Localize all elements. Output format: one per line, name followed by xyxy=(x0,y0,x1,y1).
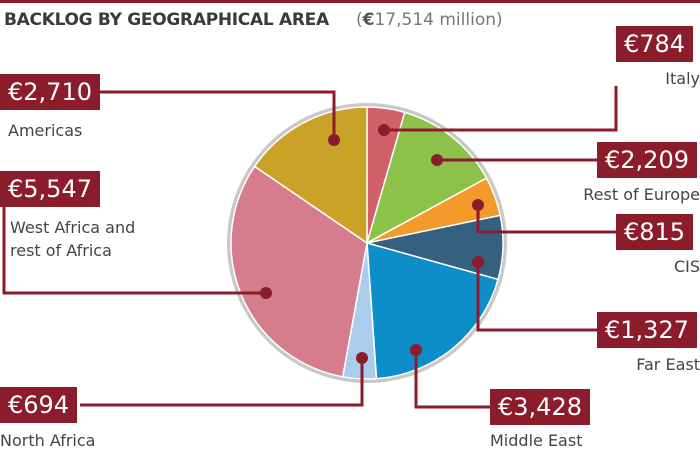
pie-slice-west-africa-and-rest-of-africa xyxy=(230,165,368,378)
leader-cis xyxy=(476,205,616,234)
leader-west-africa xyxy=(2,200,266,295)
chart-title: BACKLOG BY GEOGRAPHICAL AREA xyxy=(4,10,329,30)
subtitle-open-paren: ( xyxy=(356,10,363,30)
pie-slice-middle-east xyxy=(366,241,499,380)
value-label-italy: €784 xyxy=(616,26,694,62)
leader-italy xyxy=(384,86,618,132)
value-label-rest-of-europe: €2,209 xyxy=(597,142,697,178)
subtitle-close-paren: ) xyxy=(496,10,503,30)
value-label-americas: €2,710 xyxy=(0,74,100,110)
leader-middle-east xyxy=(414,350,490,409)
dot-italy xyxy=(378,124,390,136)
dot-americas xyxy=(328,134,340,146)
category-label-americas: Americas xyxy=(8,121,83,140)
subtitle-amount: 17,514 million xyxy=(374,10,496,30)
category-label-rest-of-europe: Rest of Europe xyxy=(583,185,700,204)
value-label-north-africa: €694 xyxy=(0,387,78,423)
pie-slices xyxy=(227,103,507,383)
category-label-cis: CIS xyxy=(673,257,700,276)
dot-far-east xyxy=(472,256,484,268)
dot-middle-east xyxy=(410,344,422,356)
value-label-west-africa: €5,547 xyxy=(0,171,100,207)
value-label-cis: €815 xyxy=(616,214,694,250)
dot-north-africa xyxy=(356,352,368,364)
chart-subtitle: (€17,514 million) xyxy=(356,10,503,30)
subtitle-euro-sign: € xyxy=(362,10,375,30)
category-label-west-africa-line2: rest of Africa xyxy=(10,241,112,260)
category-label-middle-east: Middle East xyxy=(490,431,583,450)
dot-west-africa xyxy=(260,287,272,299)
category-label-italy: Italy xyxy=(665,69,700,88)
pie-slice-rest-of-europe xyxy=(365,111,488,245)
leader-dots xyxy=(260,124,484,364)
category-label-west-africa-line1: West Africa and xyxy=(10,218,136,237)
leader-north-africa xyxy=(80,358,364,407)
value-label-middle-east: €3,428 xyxy=(490,389,590,425)
leader-americas xyxy=(100,90,336,140)
top-rule xyxy=(0,0,700,3)
leader-far-east xyxy=(476,262,598,332)
dot-rest-of-europe xyxy=(431,154,443,166)
dot-cis xyxy=(472,199,484,211)
category-label-north-africa: North Africa xyxy=(0,431,96,450)
value-label-far-east: €1,327 xyxy=(597,312,697,348)
leader-lines xyxy=(2,86,618,409)
category-label-far-east: Far East xyxy=(636,355,700,374)
